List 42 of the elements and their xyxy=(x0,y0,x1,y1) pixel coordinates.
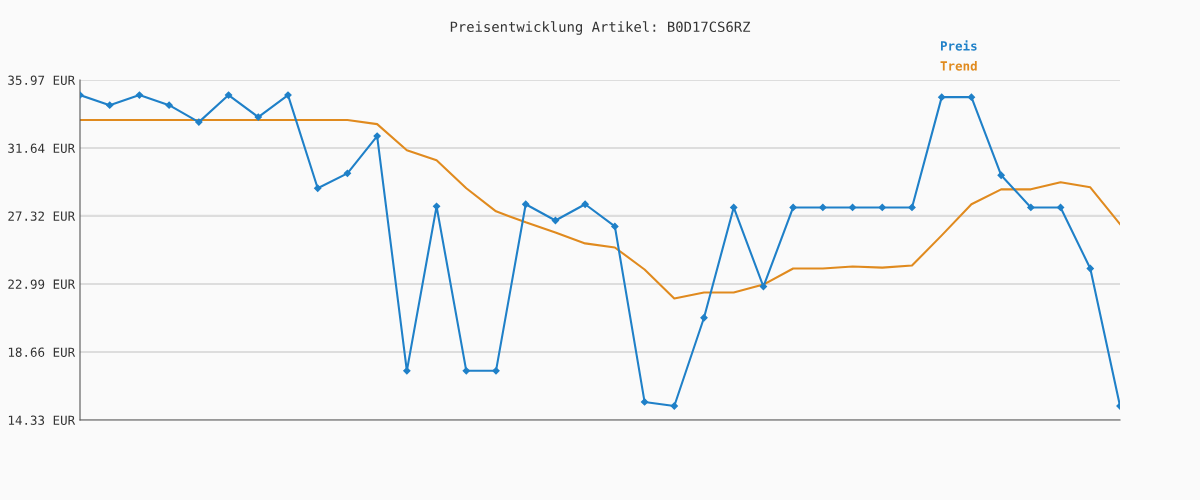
point xyxy=(670,402,678,410)
point xyxy=(135,91,144,99)
y-tick-label: 18.66 EUR xyxy=(8,347,76,357)
point xyxy=(254,113,262,121)
point xyxy=(848,203,857,212)
point xyxy=(106,101,114,109)
point xyxy=(908,203,916,212)
point xyxy=(819,203,827,212)
point xyxy=(492,367,500,375)
point xyxy=(789,203,797,212)
y-tick-label: 35.97 EUR xyxy=(8,75,76,85)
point xyxy=(878,203,886,212)
y-tick-label: 14.33 EUR xyxy=(8,415,76,425)
point xyxy=(1086,264,1094,273)
point xyxy=(284,91,292,99)
point xyxy=(462,367,470,375)
point xyxy=(403,367,411,375)
text: Preis xyxy=(940,40,977,51)
point xyxy=(700,314,708,322)
point xyxy=(432,202,441,210)
point xyxy=(581,200,589,208)
point xyxy=(1027,203,1035,212)
point xyxy=(1056,203,1065,212)
point xyxy=(938,93,946,101)
chart-title: Preisentwicklung Artikel: B0D17CS6RZ xyxy=(450,21,751,35)
point xyxy=(165,101,173,109)
y-tick-label: 31.64 EUR xyxy=(8,143,76,153)
point xyxy=(640,398,649,406)
point xyxy=(997,171,1005,179)
point xyxy=(373,132,381,140)
point xyxy=(314,184,322,192)
point xyxy=(195,118,203,126)
point xyxy=(343,169,352,177)
y-tick-label: 27.32 EUR xyxy=(8,211,76,221)
point xyxy=(759,282,768,291)
point xyxy=(611,222,619,231)
y-tick-label: 22.99 EUR xyxy=(8,279,76,289)
point xyxy=(522,200,530,208)
point xyxy=(967,93,976,101)
point xyxy=(551,216,560,225)
text: Trend xyxy=(940,60,977,71)
point xyxy=(224,91,233,99)
